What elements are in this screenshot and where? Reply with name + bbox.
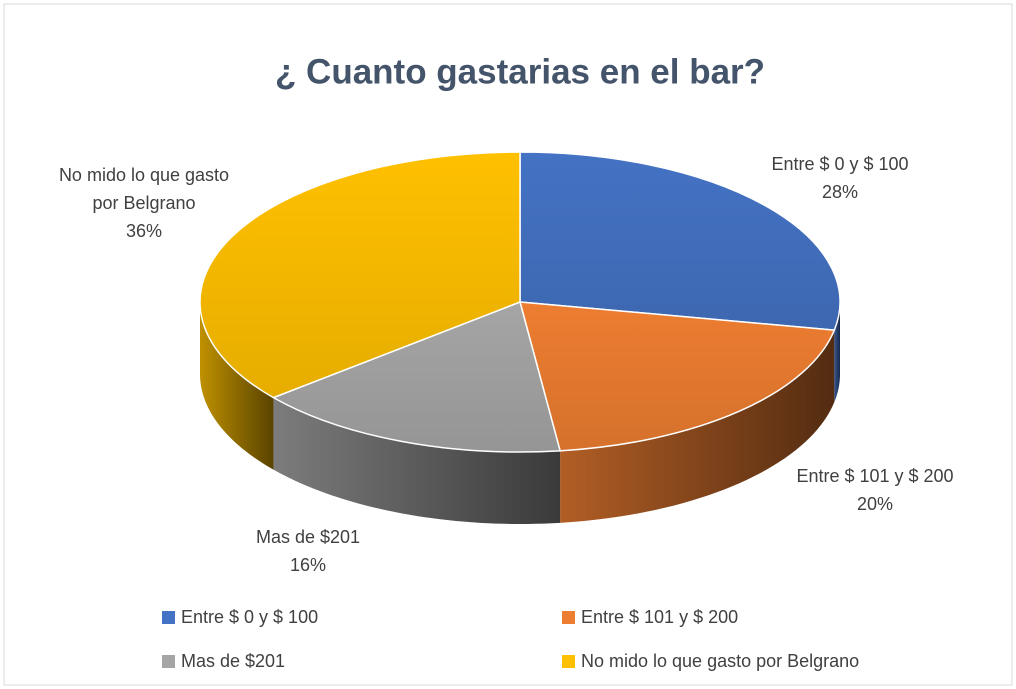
legend-swatch: [562, 655, 575, 668]
data-label-category: Entre $ 101 y $ 200: [796, 466, 954, 486]
legend-item: Mas de $201: [162, 651, 285, 672]
data-label-value: 28%: [821, 182, 859, 202]
legend-item: Entre $ 0 y $ 100: [162, 607, 318, 628]
data-label: Entre $ 0 y $ 100 28%: [750, 150, 930, 206]
legend-label: Entre $ 0 y $ 100: [181, 607, 319, 627]
legend-swatch: [162, 611, 175, 624]
pie-side: [560, 330, 835, 523]
data-label: Entre $ 101 y $ 200 20%: [775, 462, 975, 518]
data-label-value: 16%: [289, 555, 327, 575]
data-label-value: 36%: [125, 221, 163, 241]
pie-slice: [519, 151, 841, 331]
legend-swatch: [562, 611, 575, 624]
pie-side: [273, 397, 561, 524]
pie-slice: [271, 300, 562, 453]
chart-title: ¿ Cuanto gastarias en el bar?: [275, 52, 765, 91]
legend-item: No mido lo que gasto por Belgrano: [562, 651, 859, 672]
data-label-value: 20%: [856, 494, 894, 514]
data-label: No mido lo que gasto por Belgrano 36%: [55, 161, 233, 245]
legend-label: Mas de $201: [181, 651, 286, 671]
data-label: Mas de $201 16%: [218, 523, 398, 579]
pie-side: [200, 302, 274, 470]
data-label-category: Entre $ 0 y $ 100: [771, 154, 909, 174]
pie-slice: [518, 301, 836, 452]
legend-swatch: [162, 655, 175, 668]
legend-label: No mido lo que gasto por Belgrano: [581, 651, 860, 671]
legend-label: Entre $ 101 y $ 200: [581, 607, 739, 627]
pie-slice: [199, 151, 521, 399]
legend-item: Entre $ 101 y $ 200: [562, 607, 738, 628]
data-label-category: No mido lo que gasto por Belgrano: [58, 165, 230, 213]
data-label-category: Mas de $201: [255, 527, 361, 547]
